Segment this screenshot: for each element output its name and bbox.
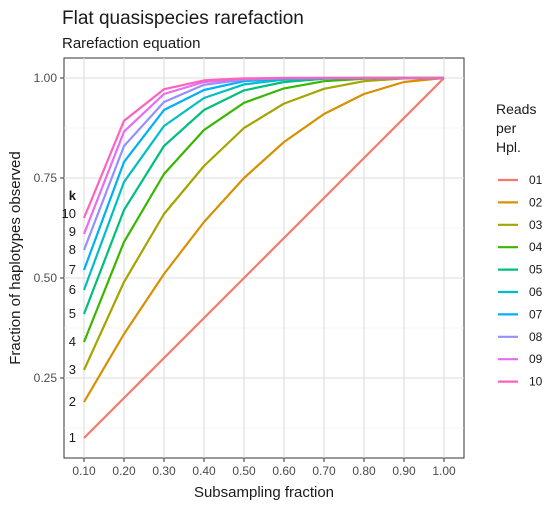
legend-label-06: 06 — [529, 285, 543, 299]
k-label-1: 1 — [69, 430, 76, 445]
legend-label-09: 09 — [529, 352, 543, 366]
series-line-03 — [82, 76, 445, 371]
x-tick-label: 0.40 — [192, 464, 216, 478]
series-line-01 — [83, 77, 445, 439]
k-label-2: 2 — [69, 394, 76, 409]
legend: Reads per Hpl. 01 02 03 04 05 06 07 08 09 10 — [496, 101, 543, 389]
legend-label-05: 05 — [529, 263, 543, 277]
x-tick-label: 0.30 — [152, 464, 176, 478]
legend-label-10: 10 — [529, 375, 543, 389]
k-label-4: 4 — [69, 334, 76, 349]
legend-label-08: 08 — [529, 330, 543, 344]
x-tick-label: 0.70 — [312, 464, 336, 478]
k-label-7: 7 — [69, 262, 76, 277]
k-label-5: 5 — [69, 306, 76, 321]
series-lines — [82, 76, 445, 439]
x-axis-title: Subsampling fraction — [194, 484, 334, 501]
legend-title-line: per — [496, 120, 517, 136]
k-label-6: 6 — [69, 282, 76, 297]
k-label-10: 10 — [62, 206, 76, 221]
k-label-3: 3 — [69, 362, 76, 377]
legend-label-07: 07 — [529, 307, 543, 321]
chart-title: Flat quasispecies rarefaction — [62, 8, 304, 29]
x-tick-label: 0.20 — [112, 464, 136, 478]
k-label-8: 8 — [69, 242, 76, 257]
grid — [64, 58, 464, 458]
k-label-9: 9 — [69, 224, 76, 239]
legend-title-line: Hpl. — [496, 139, 521, 155]
legend-title-line: Reads — [496, 101, 536, 117]
y-tick-label: 0.50 — [34, 271, 58, 285]
legend-label-02: 02 — [529, 195, 543, 209]
x-tick-label: 1.00 — [432, 464, 456, 478]
x-tick-label: 0.80 — [352, 464, 376, 478]
y-tick-label: 1.00 — [34, 71, 58, 85]
legend-label-03: 03 — [529, 218, 543, 232]
y-axis-title: Fraction of haplotypes observed — [7, 151, 24, 364]
x-tick-label: 0.50 — [232, 464, 256, 478]
y-tick-label: 0.25 — [34, 371, 58, 385]
chart-subtitle: Rarefaction equation — [62, 35, 200, 52]
x-tick-label: 0.60 — [272, 464, 296, 478]
legend-label-01: 01 — [529, 173, 543, 187]
k-label-title: k — [69, 188, 77, 203]
x-tick-label: 0.90 — [392, 464, 416, 478]
series-line-02 — [83, 76, 445, 403]
legend-label-04: 04 — [529, 240, 543, 254]
series-line-10 — [82, 76, 444, 219]
k-labels: 1 2 3 4 5 6 7 8 9 10 k — [62, 188, 77, 445]
x-tick-label: 0.10 — [72, 464, 96, 478]
y-tick-label: 0.75 — [34, 171, 58, 185]
axes: 0.25 0.50 0.75 1.00 0.10 0.20 0.30 0.40 0.50 0.60… — [34, 71, 456, 478]
